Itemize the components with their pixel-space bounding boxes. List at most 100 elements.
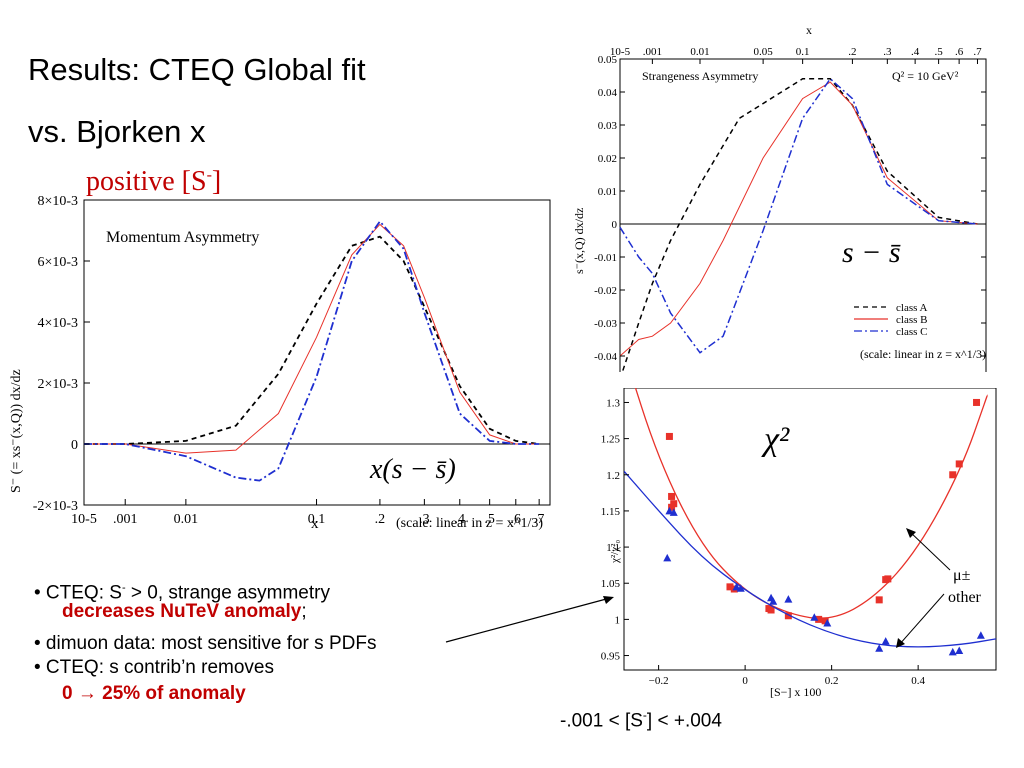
chi-squared-chart: −0.2 0 0.2 0.4 1.3 1.25 1.2 1.15 1.1 1.05 1 0.95 χ²… [601, 388, 997, 699]
chart2-xtick: .7 [973, 46, 982, 58]
chart2-xtick: 0.01 [690, 46, 709, 58]
chart3-point-mu [973, 398, 981, 406]
chart2-ytick: 0.04 [598, 87, 618, 99]
chart1-ytick: 4×10-3 [37, 316, 78, 331]
s-minus-range: -.001 < [S-] < +.004 [560, 708, 722, 732]
chart2-ytick: 0 [612, 219, 618, 231]
chart2-xtick: .6 [955, 46, 964, 58]
chart2-xtick: .4 [911, 46, 920, 58]
chart1-ytick: 2×10-3 [37, 377, 78, 392]
chart3-ytick: 1.2 [606, 470, 620, 482]
chart1-title: Momentum Asymmetry [106, 229, 259, 246]
chart3-point-mu [767, 606, 775, 614]
chart2-ytick: 0.03 [598, 120, 618, 132]
chart3-xtick: 0 [742, 675, 748, 687]
chart1-scale-note: (scale: linear in z = x^1/3) [396, 516, 543, 531]
chart3-point-mu [875, 596, 883, 604]
chart3-point-mu [668, 492, 676, 500]
chart2-ytick: -0.04 [594, 351, 617, 363]
chart1-ytick: 0 [71, 438, 78, 453]
chart1-series-dashdot [84, 219, 540, 482]
chart1-series-solid [84, 223, 540, 454]
chart3-point-other [810, 613, 819, 621]
chart2-xtick: 10-5 [610, 46, 631, 58]
chart3-point-other [823, 619, 832, 627]
chart3-ytick: 0.95 [601, 651, 621, 663]
chart3-ytick: 1 [615, 614, 621, 626]
chart1-series-dashed [84, 235, 540, 445]
chart2-ytick: 0.01 [598, 186, 617, 198]
chart3-point-other [769, 597, 778, 605]
chart1-xtick: .001 [113, 512, 138, 527]
chart2-xtick: 0.1 [796, 46, 810, 58]
chart1-ytick: -2×10-3 [33, 499, 78, 514]
chart3-point-other [875, 644, 884, 652]
chart3-point-other [669, 508, 678, 516]
chart3-xlabel: [S−] x 100 [770, 685, 821, 699]
bullet-1: • CTEQ: S- > 0, strange asymmetry [34, 582, 330, 604]
chart3-fit-curve [634, 388, 988, 619]
chart2-xtick: .2 [848, 46, 856, 58]
chart3-point-other [955, 646, 964, 654]
chart3-title: χ² [761, 421, 790, 458]
chart1-xtick: 0.1 [308, 512, 326, 527]
chart3-xtick: 0.2 [825, 675, 839, 687]
chart3-point-other [976, 631, 985, 639]
chart3-point-other [784, 595, 793, 603]
momentum-asymmetry-chart: Momentum Asymmetry x(s − s̄) 10-5 .001 0.0… [9, 194, 551, 532]
chart1-xtick: 10-5 [71, 512, 97, 527]
chart2-ytick: 0.02 [598, 153, 617, 165]
chart2-xtick: 0.05 [753, 46, 773, 58]
chart2-legend-note: (scale: linear in z = x^1/3) [860, 347, 986, 361]
chart3-xtick: 0.4 [911, 675, 925, 687]
chart1-xtick: .3 [419, 512, 430, 527]
chart1-xtick: .2 [375, 512, 386, 527]
chart3-point-other [948, 647, 957, 656]
chart3-xtick: −0.2 [649, 675, 669, 687]
chart3-point-other [663, 553, 672, 562]
chart3-point-mu [955, 460, 963, 468]
chart1-xtick: 0.01 [174, 512, 199, 527]
chart2-ytick: -0.02 [594, 285, 617, 297]
chart2-series-class-C [619, 77, 978, 354]
chart3-ytick: 1.15 [601, 506, 621, 518]
chart3-point-mu [884, 575, 892, 583]
chart2-legend-label: class B [896, 314, 927, 326]
chart2-legend-label: class C [896, 326, 927, 338]
chart3-point-other [665, 506, 674, 515]
chart3-point-mu [821, 617, 829, 625]
chart3-ytick: 1.25 [601, 434, 621, 446]
chart2-xtick: .3 [883, 46, 892, 58]
strangeness-asymmetry-chart: 10-5 .001 0.01 0.05 0.1 .2 .3 .4 .5 .6 .7 0.05 0.04 0… [572, 23, 987, 372]
bullet-2: • dimuon data: most sensitive for s PDFs [34, 633, 377, 654]
chart3-point-other [736, 584, 745, 592]
chart1-xtick: .7 [534, 512, 545, 527]
chart3-annotation-mu: μ± [953, 567, 971, 584]
chart3-fit-curve [624, 470, 996, 648]
slide-title-line2: vs. Bjorken x [28, 114, 206, 149]
slide-title-line1: Results: CTEQ Global fit [28, 52, 366, 87]
chart2-series-class-A [621, 78, 978, 372]
chart3-ytick: 1.05 [601, 578, 621, 590]
chart2-xtick: .5 [934, 46, 943, 58]
chart1-ytick: 8×10-3 [37, 194, 78, 209]
chart1-xtick: .6 [511, 512, 522, 527]
chart2-ytick: 0.05 [598, 54, 618, 66]
chart3-ytick: 1.3 [606, 397, 620, 409]
chart2-ytick: -0.03 [594, 318, 617, 330]
chart3-point-mu [726, 583, 734, 591]
bullet-3-cont: 0 → 25% of anomaly [62, 683, 246, 704]
chart1-ylabel: S⁻ (= xs⁻(x,Q)) dx/dz [9, 369, 24, 493]
bullet-3: • CTEQ: s contrib’n removes [34, 657, 274, 678]
chart1-xlabel: x [311, 516, 319, 532]
chart3-ytick: 1.1 [606, 542, 620, 554]
chart2-ylabel: s⁻(x,Q) dx/dz [572, 208, 586, 274]
chart3-point-mu [949, 471, 957, 479]
chart1-ytick: 6×10-3 [37, 255, 78, 270]
chart2-ytick: -0.01 [594, 252, 617, 264]
chart2-xtick: .001 [643, 46, 662, 58]
bullet-1-cont: decreases NuTeV anomaly; [62, 601, 307, 622]
chart3-point-mu [815, 615, 823, 623]
chart2-legend-label: class A [896, 302, 928, 314]
